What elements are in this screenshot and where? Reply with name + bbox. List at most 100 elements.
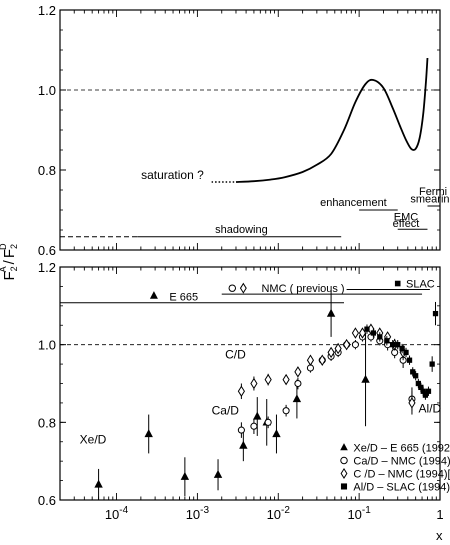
data-point — [390, 342, 396, 348]
x-tick-base: 10 — [267, 507, 281, 522]
data-points — [94, 290, 439, 500]
data-point — [326, 308, 336, 317]
x-tick-base: 10 — [186, 507, 200, 522]
ylabel-sub-d: 2 — [9, 244, 19, 249]
data-point — [422, 392, 429, 398]
data-point — [377, 334, 383, 340]
data-point — [429, 361, 435, 367]
range-label: SLAC — [406, 279, 435, 291]
enhancement-label: enhancement — [320, 197, 387, 209]
data-point — [318, 354, 326, 366]
bottom-y-ticks: 0.6 0.8 1.0 1.2 — [38, 260, 440, 508]
fermi-label-line2: smearing — [410, 193, 450, 205]
x-tick-label: 1 — [436, 507, 443, 522]
svg-text:F2A/F2D: F2A/F2D — [0, 243, 19, 281]
data-point — [410, 369, 416, 375]
data-point — [351, 327, 360, 339]
data-point — [94, 479, 103, 488]
data-point — [294, 366, 302, 378]
shadowing-label: shadowing — [215, 224, 268, 236]
emc-label-line1: EMC — [394, 211, 419, 223]
x-tick-label: 10-2 — [267, 505, 291, 522]
x-tick-exponent: -3 — [200, 505, 209, 516]
top-curves — [211, 57, 429, 183]
data-point — [343, 338, 351, 351]
data-point — [180, 471, 190, 480]
ratio-curve — [235, 57, 429, 183]
top-y-ticks: 0.6 0.8 1.0 1.2 — [38, 3, 440, 258]
fermi-label-line1: Fermi — [419, 186, 447, 198]
ylabel-f-a: F — [1, 271, 18, 280]
data-point — [425, 388, 432, 394]
data-point — [213, 469, 223, 478]
legend-label: C /D – NMC (1994)[7] — [353, 468, 450, 480]
data-point — [361, 374, 370, 383]
range-marker — [228, 284, 237, 292]
data-point — [384, 338, 390, 344]
x-tick-label: 10-3 — [186, 505, 210, 522]
kinematic-ranges: E 665 NMC ( previous ) SLAC — [60, 279, 435, 304]
data-point — [292, 394, 302, 403]
x-tick-exponent: -1 — [362, 505, 371, 516]
legend-marker — [340, 443, 348, 451]
data-point — [408, 397, 416, 409]
data-point — [327, 346, 335, 359]
data-point — [334, 342, 342, 355]
ylabel-sup-a: A — [0, 266, 8, 272]
bottom-y-tick-label: 1.2 — [38, 260, 56, 275]
data-point — [264, 373, 272, 386]
data-point — [364, 326, 370, 332]
ylabel-sup-d: D — [0, 243, 8, 250]
x-tick-base: 10 — [347, 507, 361, 522]
top-y-tick-label: 0.8 — [38, 163, 56, 178]
x-axis-label: x — [436, 528, 443, 543]
x-tick-label: 10-4 — [105, 505, 129, 522]
legend-label: Xe/D – E 665 (1992)[3] — [353, 442, 450, 454]
data-point — [237, 426, 245, 434]
legend-marker — [340, 483, 348, 490]
x-tick-exponent: -2 — [281, 505, 290, 516]
data-point — [370, 330, 377, 336]
data-point — [144, 429, 153, 438]
c-d-label: C/D — [225, 347, 246, 361]
x-tick-label: 10-1 — [347, 505, 371, 522]
range-label: E 665 — [169, 292, 198, 304]
bottom-panel: 0.60.81.01.2 10-4 10-3 10-2 10-1 1 E 665NMC … — [38, 260, 450, 543]
data-point — [253, 411, 262, 420]
ylabel-sub-a: 2 — [9, 266, 19, 271]
bottom-y-tick-label: 1.0 — [38, 338, 56, 353]
range-marker — [394, 280, 401, 287]
legend-label: Ca/D – NMC (1994)[7] — [353, 455, 450, 467]
data-point — [415, 380, 421, 387]
data-point — [250, 422, 258, 430]
data-point — [306, 354, 315, 366]
data-point — [418, 384, 424, 391]
data-point — [239, 440, 248, 449]
legend-marker — [340, 456, 348, 465]
legend: Xe/D – E 665 (1992)[3]Ca/D – NMC (1994)[… — [340, 442, 450, 493]
data-point — [282, 407, 290, 415]
x-tick-exponent: -4 — [119, 505, 128, 516]
data-point — [250, 377, 258, 390]
x-tick-base: 1 — [436, 507, 443, 522]
data-point — [237, 385, 245, 398]
xe-d-label: Xe/D — [80, 433, 107, 447]
x-tick-base: 10 — [105, 507, 119, 522]
legend-label: Al/D – SLAC (1994)[4] — [353, 481, 450, 493]
top-x-ticks — [59, 10, 441, 250]
top-panel: 0.6 0.8 1.0 1.2 saturation ? shadowing enha… — [38, 3, 450, 258]
data-point — [420, 388, 426, 394]
ylabel-f-d: F — [1, 249, 18, 258]
emc-label-line2: effect — [393, 218, 420, 230]
bottom-y-tick-label: 0.8 — [38, 415, 56, 430]
data-point — [282, 373, 290, 386]
top-y-tick-label: 1.0 — [38, 83, 56, 98]
top-y-tick-label: 0.6 — [38, 243, 56, 258]
data-point — [413, 373, 419, 379]
data-point — [351, 341, 359, 349]
y-axis-label: F2A/F2D — [0, 243, 19, 281]
legend-marker — [340, 467, 348, 479]
top-y-tick-label: 1.2 — [38, 3, 56, 18]
data-point — [395, 342, 401, 348]
